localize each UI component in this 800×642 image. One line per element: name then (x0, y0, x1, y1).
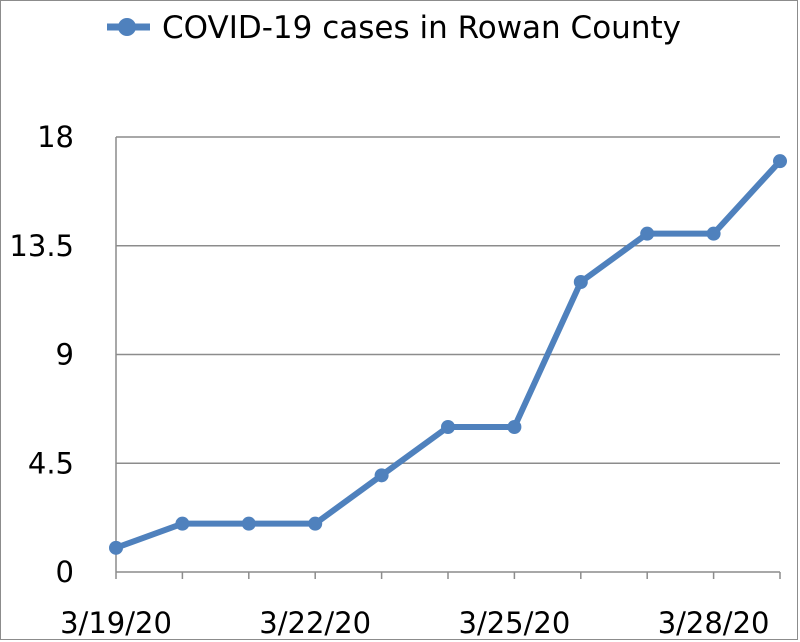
data-point (109, 540, 123, 555)
y-tick-label: 13.5 (9, 229, 74, 263)
data-point (308, 516, 323, 531)
data-point (507, 420, 522, 434)
x-axis-tick-labels: 3/19/20 3/22/20 3/25/20 3/28/20 (60, 606, 769, 640)
legend-series-label: COVID-19 cases in Rowan County (162, 10, 681, 46)
y-tick-label: 4.5 (28, 446, 74, 480)
y-tick-label: 18 (37, 120, 74, 154)
gridlines (116, 136, 780, 464)
data-point (773, 154, 787, 169)
x-tick-label: 3/25/20 (459, 606, 571, 640)
y-axis-tick-labels: 0 4.5 9 13.5 18 (9, 120, 74, 589)
legend: COVID-19 cases in Rowan County (107, 10, 681, 46)
legend-dot-marker (118, 18, 136, 36)
data-point (573, 275, 588, 289)
x-tick-label: 3/22/20 (259, 606, 371, 640)
data-point (374, 468, 389, 483)
y-tick-label: 0 (56, 555, 74, 589)
series-group (109, 154, 787, 555)
data-point (175, 516, 190, 531)
data-point (441, 420, 455, 434)
data-point (241, 516, 256, 531)
data-point (706, 226, 721, 241)
axes (115, 137, 781, 579)
x-tick-label: 3/19/20 (60, 606, 172, 640)
x-tick-label: 3/28/20 (658, 606, 770, 640)
data-point (640, 226, 655, 241)
y-tick-label: 9 (56, 338, 74, 372)
